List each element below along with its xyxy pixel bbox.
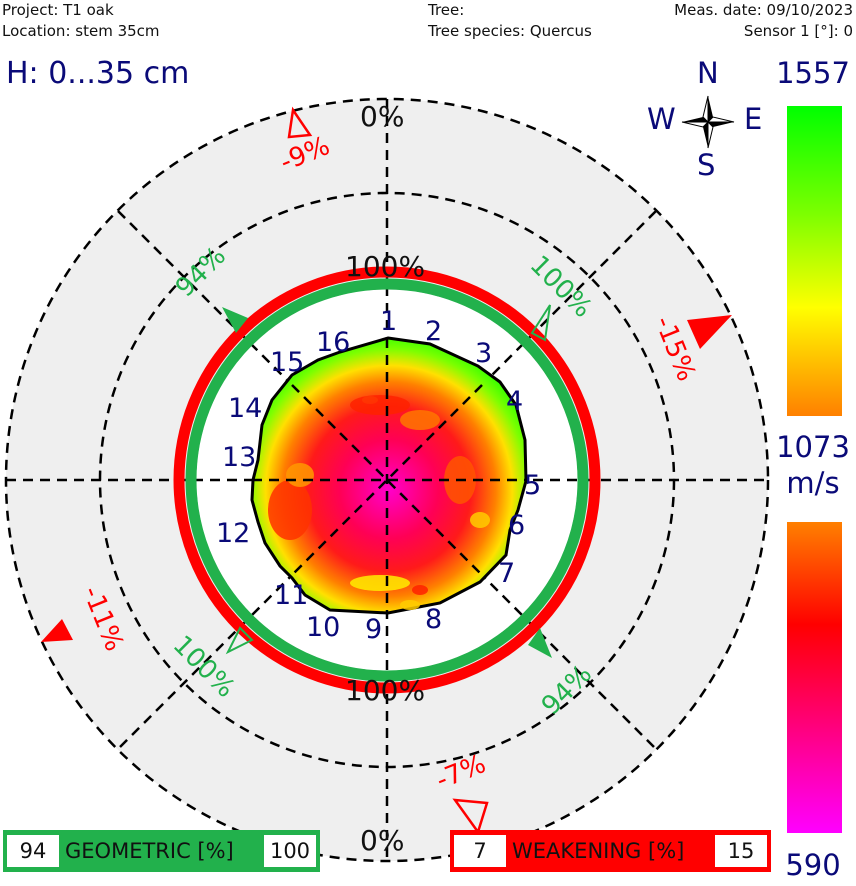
colorbar-unit: m/s [786, 466, 840, 500]
outer-bottom-label: 0% [360, 824, 405, 857]
weakening-marker-ene [687, 315, 732, 349]
geometric-marker-ne [530, 304, 551, 342]
outer-top-label: 0% [360, 100, 405, 133]
species-label: Tree species: Quercus [428, 22, 592, 40]
tree-label: Tree: [428, 1, 465, 19]
colorbar-lower [787, 522, 842, 833]
inner-bottom-label: 100% [345, 674, 426, 707]
geometric-min[interactable]: 94 [7, 835, 59, 867]
inner-top-label: 100% [345, 250, 426, 283]
sensor-5: 5 [524, 470, 542, 501]
grid-axes-overlay [252, 338, 526, 613]
sensor-1: 1 [380, 306, 398, 337]
weakening-marker-sse [452, 798, 489, 835]
sensor-8: 8 [425, 604, 443, 635]
sensor-14: 14 [228, 393, 263, 424]
geometric-marker-nw [222, 307, 248, 333]
colorbar-max: 1557 [776, 56, 850, 90]
sensor-4: 4 [506, 386, 524, 417]
colorbar-min: 590 [785, 848, 841, 882]
weakening-min[interactable]: 7 [454, 835, 506, 867]
weakening-legend: 7 WEAKENING [%] 15 [450, 830, 771, 872]
colorbar-upper [787, 106, 842, 416]
sensor-10: 10 [306, 612, 341, 643]
height-range-title: H: 0...35 cm [6, 56, 190, 91]
geometric-label: GEOMETRIC [%] [65, 839, 234, 863]
sensor-16: 16 [316, 327, 351, 358]
colorbar-mid: 1073 [776, 430, 850, 464]
sensor-13: 13 [222, 442, 257, 473]
sensor-2: 2 [425, 316, 443, 347]
compass-n: N [697, 56, 719, 90]
geometric-marker-se [528, 628, 552, 658]
geometric-marker-sw [225, 626, 254, 655]
weakening-marker-nnw [287, 106, 313, 139]
sensor-12: 12 [216, 518, 251, 549]
weakening-max[interactable]: 15 [715, 835, 767, 867]
compass-w: W [647, 102, 676, 136]
sensor-3: 3 [475, 338, 493, 369]
compass-rose-icon [681, 95, 735, 149]
project-label: Project: T1 oak [2, 1, 114, 19]
sensor-11: 11 [274, 580, 309, 611]
weakening-marker-wsw [41, 619, 73, 642]
geometric-legend: 94 GEOMETRIC [%] 100 [3, 830, 320, 872]
meas-date-label: Meas. date: 09/10/2023 [674, 1, 853, 19]
weakening-ring [173, 266, 601, 694]
sensor-15: 15 [270, 347, 305, 378]
geometric-ring [185, 278, 589, 682]
compass-s: S [697, 148, 716, 182]
location-label: Location: stem 35cm [2, 22, 160, 40]
sensor-9: 9 [365, 614, 383, 645]
sensor-6: 6 [508, 510, 526, 541]
compass-e: E [744, 102, 763, 136]
geometric-max[interactable]: 100 [264, 835, 316, 867]
tomogram-shape [250, 336, 528, 615]
sensor-7: 7 [498, 558, 516, 589]
weakening-label: WEAKENING [%] [512, 839, 685, 863]
sensor-label: Sensor 1 [°]: 0 [743, 22, 853, 40]
